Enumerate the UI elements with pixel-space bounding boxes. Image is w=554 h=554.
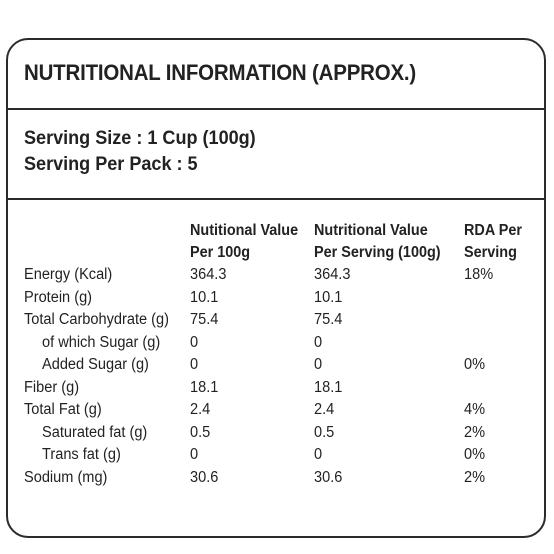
value-per-100g: 0 bbox=[190, 446, 199, 463]
value-per-serving: 364.3 bbox=[314, 266, 351, 283]
nutrient-name: Added Sugar (g) bbox=[42, 356, 149, 373]
value-per-100g: 364.3 bbox=[190, 266, 227, 283]
header-rda: RDA Per Serving bbox=[464, 220, 522, 264]
value-per-100g: 18.1 bbox=[190, 378, 219, 396]
table-row: Fiber (g) 18.1 18.1 bbox=[8, 377, 544, 400]
value-rda: 2% bbox=[464, 468, 486, 486]
nutrient-name: Fiber (g) bbox=[24, 378, 80, 396]
table-row: Protein (g) 10.1 10.1 bbox=[8, 287, 544, 310]
value-rda: 2% bbox=[464, 423, 486, 441]
nutrient-name: of which Sugar (g) bbox=[42, 333, 161, 351]
value-per-serving: 2.4 bbox=[314, 401, 335, 418]
title-section: NUTRITIONAL INFORMATION (APPROX.) bbox=[8, 40, 544, 110]
table-row: Total Fat (g) 2.4 2.4 4% bbox=[8, 399, 544, 422]
header-line: Per Serving (100g) bbox=[314, 244, 441, 261]
value-per-100g: 10.1 bbox=[190, 288, 219, 306]
value-rda: 18% bbox=[464, 266, 494, 283]
header-line: RDA Per bbox=[464, 222, 522, 239]
value-rda: 0% bbox=[464, 356, 486, 373]
nutrient-name: Total Fat (g) bbox=[24, 401, 102, 418]
nutrient-name: Sodium (mg) bbox=[24, 468, 108, 486]
value-per-100g: 0 bbox=[190, 333, 199, 351]
page-title: NUTRITIONAL INFORMATION (APPROX.) bbox=[24, 60, 417, 85]
serving-per-pack: Serving Per Pack : 5 bbox=[24, 154, 198, 175]
value-per-100g: 0 bbox=[190, 356, 199, 373]
value-rda: 4% bbox=[464, 401, 486, 418]
value-rda: 0% bbox=[464, 446, 486, 463]
table-row: Total Carbohydrate (g) 75.4 75.4 bbox=[8, 309, 544, 332]
table-row: Trans fat (g) 0 0 0% bbox=[8, 444, 544, 467]
value-per-100g: 2.4 bbox=[190, 401, 211, 418]
nutrition-panel: NUTRITIONAL INFORMATION (APPROX.) Servin… bbox=[6, 38, 546, 538]
nutrient-name: Trans fat (g) bbox=[42, 446, 121, 463]
table-row: Saturated fat (g) 0.5 0.5 2% bbox=[8, 422, 544, 445]
header-line: Nutritional Value bbox=[314, 222, 428, 239]
header-line: Nutitional Value bbox=[190, 222, 299, 239]
nutrient-name: Energy (Kcal) bbox=[24, 266, 113, 283]
value-per-serving: 75.4 bbox=[314, 311, 343, 328]
header-per-100g: Nutitional Value Per 100g bbox=[190, 220, 298, 264]
value-per-100g: 0.5 bbox=[190, 423, 211, 441]
nutrient-name: Protein (g) bbox=[24, 288, 93, 306]
serving-section: Serving Size : 1 Cup (100g) Serving Per … bbox=[8, 110, 544, 200]
value-per-serving: 18.1 bbox=[314, 378, 343, 396]
value-per-serving: 0 bbox=[314, 333, 323, 351]
table-row: Added Sugar (g) 0 0 0% bbox=[8, 354, 544, 377]
value-per-serving: 0.5 bbox=[314, 423, 335, 441]
nutrition-table: Nutitional Value Per 100g Nutritional Va… bbox=[8, 200, 544, 536]
table-row: of which Sugar (g) 0 0 bbox=[8, 332, 544, 355]
table-row: Energy (Kcal) 364.3 364.3 18% bbox=[8, 264, 544, 287]
serving-size: Serving Size : 1 Cup (100g) bbox=[24, 128, 256, 149]
header-line: Per 100g bbox=[190, 244, 251, 261]
value-per-serving: 0 bbox=[314, 356, 323, 373]
value-per-100g: 75.4 bbox=[190, 311, 219, 328]
table-row: Sodium (mg) 30.6 30.6 2% bbox=[8, 467, 544, 490]
nutrient-name: Saturated fat (g) bbox=[42, 423, 148, 441]
value-per-serving: 10.1 bbox=[314, 288, 343, 306]
header-line: Serving bbox=[464, 244, 517, 261]
nutrient-name: Total Carbohydrate (g) bbox=[24, 311, 169, 328]
value-per-100g: 30.6 bbox=[190, 468, 219, 486]
header-per-serving: Nutritional Value Per Serving (100g) bbox=[314, 220, 441, 264]
value-per-serving: 0 bbox=[314, 446, 323, 463]
value-per-serving: 30.6 bbox=[314, 468, 343, 486]
